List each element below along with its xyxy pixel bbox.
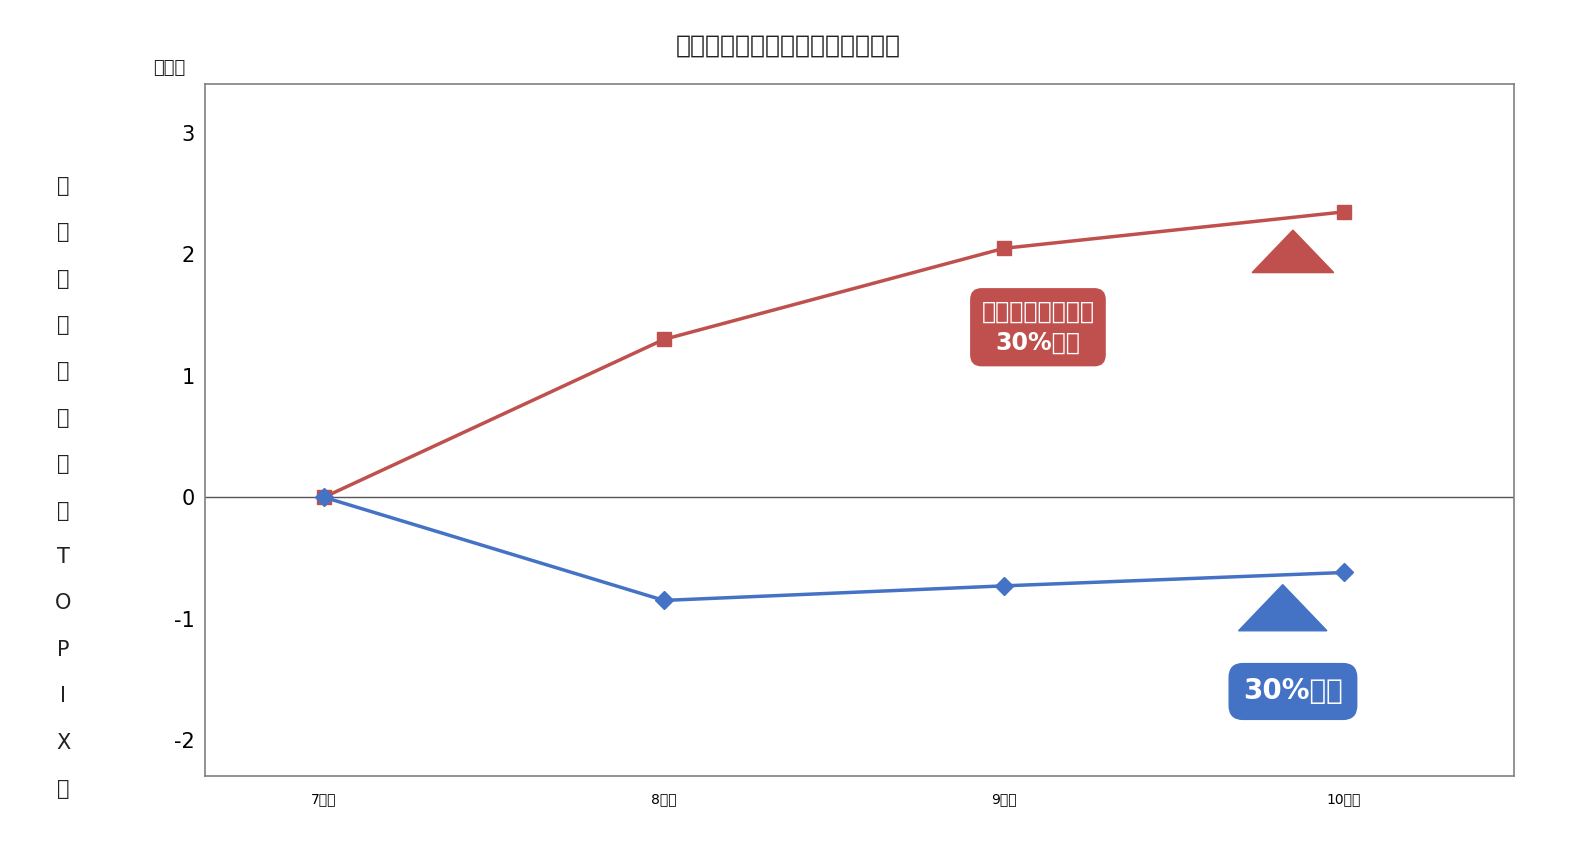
Text: P: P [57,640,69,660]
Text: タ: タ [57,315,69,335]
Text: しっかり稼ぐ企業を市場は高評価: しっかり稼ぐ企業を市場は高評価 [677,34,900,57]
Text: ）: ） [57,779,69,799]
Polygon shape [1238,585,1326,630]
Text: 累: 累 [57,176,69,196]
Text: 30%未満: 30%未満 [1243,678,1342,706]
Text: T: T [57,547,69,567]
Text: X: X [55,733,71,753]
Text: I: I [60,686,66,706]
Polygon shape [1252,230,1334,273]
Text: 経常利益の進捗率
30%以上: 経常利益の進捗率 30%以上 [981,300,1094,355]
Text: 積: 積 [57,222,69,242]
Text: （: （ [57,454,69,474]
Text: O: O [55,593,71,614]
Text: ー: ー [57,361,69,381]
Text: ン: ン [57,408,69,428]
Text: リ: リ [57,268,69,289]
Text: （％）: （％） [153,59,185,78]
Text: 対: 対 [57,500,69,521]
